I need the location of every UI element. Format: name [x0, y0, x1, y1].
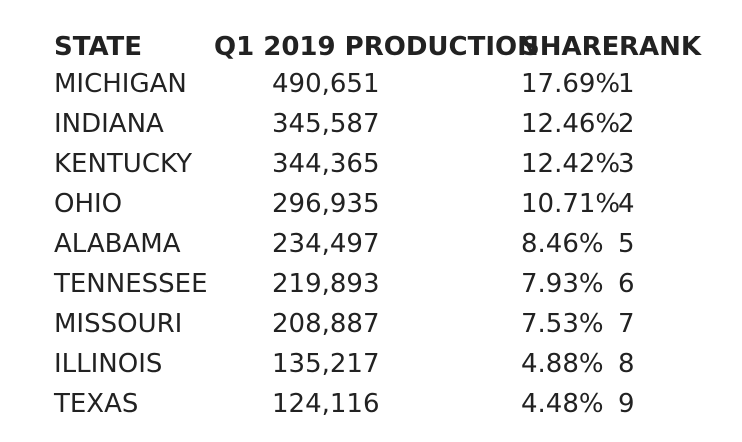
state-cell: OHIO: [54, 189, 123, 219]
share-cell: 7.93%: [521, 269, 604, 299]
production-cell: 490,651: [272, 69, 380, 99]
share-cell: 4.88%: [521, 349, 604, 379]
table-header-row: STATE Q1 2019 PRODUCTION SHARE RANK: [54, 30, 714, 64]
production-cell: 296,935: [272, 189, 380, 219]
production-cell: 345,587: [272, 109, 380, 139]
table-row: ILLINOIS 135,217 4.88% 8: [54, 344, 714, 384]
production-cell: 344,365: [272, 149, 380, 179]
rank-cell: 9: [618, 389, 635, 419]
rank-cell: 7: [618, 309, 635, 339]
table-row: KENTUCKY 344,365 12.42% 3: [54, 144, 714, 184]
header-state: STATE: [54, 32, 143, 62]
state-cell: MICHIGAN: [54, 69, 187, 99]
table-row: TENNESSEE 219,893 7.93% 6: [54, 264, 714, 304]
share-cell: 17.69%: [521, 69, 621, 99]
rank-cell: 5: [618, 229, 635, 259]
state-cell: MISSOURI: [54, 309, 183, 339]
table-row: MISSOURI 208,887 7.53% 7: [54, 304, 714, 344]
header-rank: RANK: [619, 32, 702, 62]
rank-cell: 3: [618, 149, 635, 179]
production-cell: 234,497: [272, 229, 380, 259]
state-cell: TEXAS: [54, 389, 139, 419]
production-cell: 124,116: [272, 389, 380, 419]
state-cell: KENTUCKY: [54, 149, 192, 179]
header-production: Q1 2019 PRODUCTION: [214, 32, 539, 62]
table-row: OHIO 296,935 10.71% 4: [54, 184, 714, 224]
production-cell: 208,887: [272, 309, 380, 339]
table-row: INDIANA 345,587 12.46% 2: [54, 104, 714, 144]
state-cell: INDIANA: [54, 109, 164, 139]
rank-cell: 4: [618, 189, 635, 219]
state-cell: ALABAMA: [54, 229, 181, 259]
table-row: ALABAMA 234,497 8.46% 5: [54, 224, 714, 264]
table-row: TEXAS 124,116 4.48% 9: [54, 384, 714, 424]
rank-cell: 8: [618, 349, 635, 379]
rank-cell: 6: [618, 269, 635, 299]
share-cell: 7.53%: [521, 309, 604, 339]
production-cell: 135,217: [272, 349, 380, 379]
share-cell: 10.71%: [521, 189, 621, 219]
share-cell: 12.42%: [521, 149, 621, 179]
share-cell: 12.46%: [521, 109, 621, 139]
table-row: MICHIGAN 490,651 17.69% 1: [54, 64, 714, 104]
rank-cell: 2: [618, 109, 635, 139]
header-share: SHARE: [521, 32, 620, 62]
share-cell: 4.48%: [521, 389, 604, 419]
share-cell: 8.46%: [521, 229, 604, 259]
state-cell: TENNESSEE: [54, 269, 208, 299]
production-cell: 219,893: [272, 269, 380, 299]
production-table: STATE Q1 2019 PRODUCTION SHARE RANK MICH…: [54, 30, 714, 424]
state-cell: ILLINOIS: [54, 349, 163, 379]
rank-cell: 1: [618, 69, 635, 99]
